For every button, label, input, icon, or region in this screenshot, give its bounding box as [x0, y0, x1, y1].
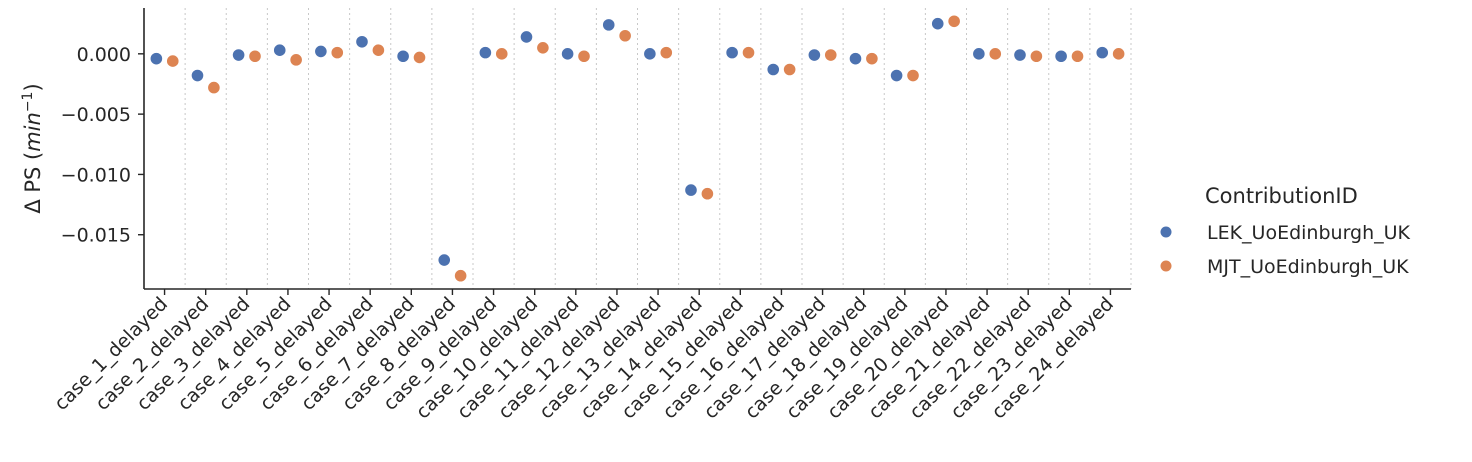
data-point	[766, 62, 780, 77]
legend: ContributionID LEK_UoEdinburgh_UK MJT_UoE…	[1160, 184, 1411, 278]
data-point	[1054, 49, 1068, 63]
y-tick-label: −0.010	[61, 164, 131, 186]
data-point	[1112, 47, 1126, 61]
data-point	[1095, 46, 1109, 60]
data-point	[396, 49, 410, 63]
data-point	[577, 49, 591, 63]
data-point	[684, 183, 698, 197]
data-point	[783, 62, 797, 77]
data-points	[149, 14, 1126, 283]
data-point	[725, 46, 739, 60]
data-point	[454, 269, 468, 283]
data-point	[273, 43, 287, 57]
data-point	[865, 52, 879, 66]
data-point	[988, 47, 1002, 61]
data-point	[824, 48, 838, 62]
y-axis-label: Δ PS (min−1)	[20, 83, 45, 213]
data-point	[700, 187, 714, 201]
data-point	[314, 44, 328, 59]
y-tick-label: −0.005	[61, 104, 131, 126]
data-point	[248, 49, 262, 63]
data-point	[561, 47, 575, 61]
data-point	[166, 54, 180, 68]
data-point	[437, 253, 451, 267]
data-point	[289, 53, 303, 67]
legend-label: MJT_UoEdinburgh_UK	[1207, 256, 1409, 278]
data-point	[519, 30, 534, 44]
data-point	[149, 52, 163, 66]
y-axis-label-exponent: −1	[20, 92, 36, 113]
data-point	[947, 14, 961, 28]
legend-label: LEK_UoEdinburgh_UK	[1207, 222, 1411, 244]
axes	[143, 8, 1131, 290]
data-point	[602, 18, 616, 32]
data-point	[659, 46, 673, 60]
data-point	[190, 68, 205, 83]
data-point	[478, 46, 492, 60]
category-separators	[184, 8, 1132, 289]
data-point	[931, 17, 945, 31]
data-point	[807, 48, 821, 62]
y-tick-label: 0.000	[77, 44, 131, 66]
data-point	[355, 35, 369, 49]
data-point	[536, 41, 550, 55]
legend-marker	[1160, 226, 1172, 238]
legend-title: ContributionID	[1205, 184, 1358, 208]
data-point	[371, 43, 385, 57]
y-axis-label-suffix: )	[21, 83, 45, 91]
data-point	[495, 47, 509, 61]
data-point	[643, 47, 657, 61]
data-point	[741, 46, 756, 60]
data-point	[1070, 49, 1085, 63]
legend-marker	[1160, 260, 1172, 272]
y-axis-label-unit: min	[21, 112, 45, 152]
data-point	[1029, 49, 1043, 63]
data-point	[1013, 48, 1027, 62]
y-ticks: 0.000 −0.005 −0.010 −0.015	[61, 44, 144, 247]
data-point	[232, 48, 246, 62]
data-point	[412, 50, 427, 65]
data-point	[848, 52, 863, 66]
data-point	[972, 47, 986, 61]
legend-items: LEK_UoEdinburgh_UK MJT_UoEdinburgh_UK	[1160, 222, 1411, 278]
data-point	[330, 46, 344, 60]
y-axis-label-prefix: Δ PS (	[21, 152, 45, 214]
x-ticks: case_1_delayedcase_2_delayedcase_3_delay…	[50, 289, 1118, 423]
data-point	[618, 29, 632, 43]
data-point	[890, 68, 904, 83]
data-point	[207, 80, 221, 95]
y-tick-label: −0.015	[61, 225, 131, 247]
data-point	[906, 68, 920, 83]
